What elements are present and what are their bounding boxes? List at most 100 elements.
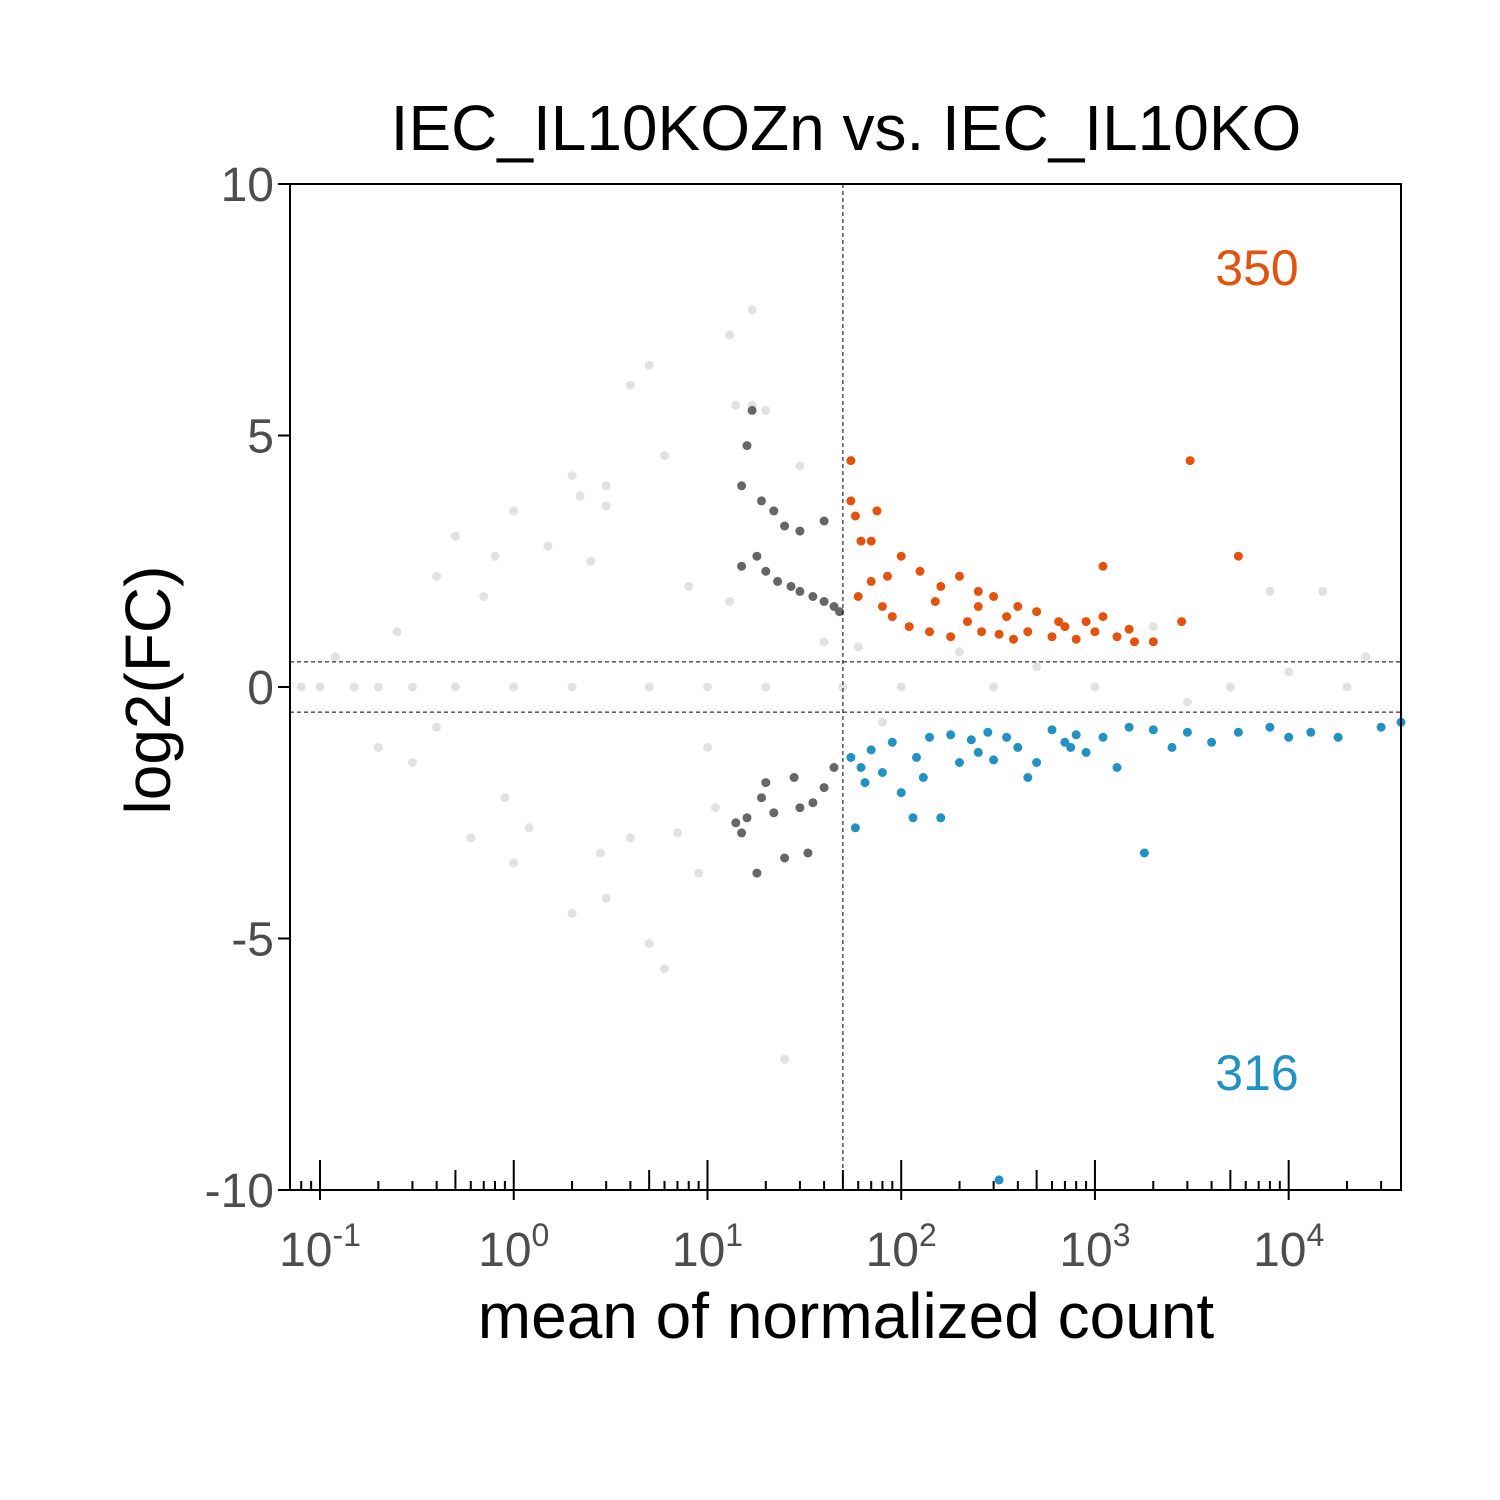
point-not-significant-39 bbox=[586, 556, 596, 566]
point-low-count-significant-3 bbox=[757, 496, 766, 506]
point-not-significant-25 bbox=[543, 541, 553, 551]
x-tick-label-3: 102 bbox=[866, 1217, 937, 1277]
point-up-17 bbox=[1112, 632, 1122, 642]
point-low-count-significant-18 bbox=[742, 813, 752, 823]
point-not-significant-46 bbox=[601, 501, 611, 511]
point-not-significant-14 bbox=[1090, 682, 1100, 692]
point-up-12 bbox=[1013, 602, 1023, 611]
point-up-30 bbox=[963, 617, 972, 627]
point-not-significant-17 bbox=[725, 330, 735, 340]
point-low-count-significant-29 bbox=[761, 778, 771, 788]
point-low-count-significant-14 bbox=[808, 592, 818, 601]
point-not-significant-40 bbox=[684, 581, 694, 591]
point-down-6 bbox=[908, 813, 918, 823]
point-not-significant-24 bbox=[450, 531, 460, 541]
point-not-significant-8 bbox=[644, 682, 654, 692]
point-not-significant-20 bbox=[625, 380, 635, 390]
point-low-count-significant-5 bbox=[780, 521, 790, 531]
point-up-13 bbox=[1032, 607, 1042, 617]
point-not-significant-49 bbox=[490, 551, 500, 561]
point-low-count-significant-30 bbox=[795, 803, 805, 813]
point-low-count-significant-20 bbox=[769, 808, 779, 818]
point-up-4 bbox=[866, 536, 876, 546]
point-up-6 bbox=[896, 551, 906, 561]
point-not-significant-50 bbox=[524, 823, 534, 833]
point-not-significant-62 bbox=[1148, 622, 1158, 632]
x-axis-label: mean of normalized count bbox=[478, 1280, 1215, 1352]
y-tick-label-4: -10 bbox=[205, 1165, 274, 1218]
point-not-significant-26 bbox=[567, 908, 577, 918]
point-not-significant-61 bbox=[1361, 652, 1371, 662]
point-not-significant-35 bbox=[761, 405, 771, 415]
point-up-21 bbox=[1185, 456, 1195, 466]
point-up-39 bbox=[883, 571, 892, 581]
point-down-43 bbox=[1066, 742, 1076, 752]
point-not-significant-41 bbox=[407, 758, 417, 767]
point-down-9 bbox=[955, 758, 964, 767]
point-up-16 bbox=[1098, 612, 1108, 622]
point-not-significant-66 bbox=[1182, 697, 1192, 707]
point-not-significant-30 bbox=[644, 939, 654, 948]
point-not-significant-15 bbox=[1225, 682, 1235, 692]
point-up-33 bbox=[1009, 634, 1018, 644]
point-up-24 bbox=[853, 592, 863, 601]
point-not-significant-38 bbox=[479, 592, 489, 601]
x-tick-label-2: 101 bbox=[672, 1217, 743, 1277]
point-not-significant-69 bbox=[819, 637, 829, 647]
point-not-significant-16 bbox=[1342, 682, 1352, 692]
point-up-40 bbox=[930, 597, 940, 606]
count-up-label: 350 bbox=[1215, 240, 1298, 296]
point-up-2 bbox=[850, 511, 860, 521]
point-not-significant-23 bbox=[509, 506, 519, 516]
point-up-43 bbox=[1124, 624, 1134, 634]
point-down-20 bbox=[1167, 742, 1177, 752]
point-not-significant-27 bbox=[601, 893, 611, 903]
point-down-0 bbox=[846, 752, 856, 762]
x-tick-label-5: 104 bbox=[1253, 1217, 1324, 1277]
point-not-significant-52 bbox=[673, 828, 682, 838]
point-up-25 bbox=[877, 602, 887, 611]
point-not-significant-59 bbox=[1265, 586, 1275, 596]
point-up-37 bbox=[1090, 627, 1100, 637]
point-not-significant-54 bbox=[725, 597, 735, 606]
point-up-26 bbox=[887, 612, 897, 622]
point-not-significant-5 bbox=[450, 682, 460, 692]
point-down-15 bbox=[1060, 737, 1070, 747]
point-down-33 bbox=[946, 730, 956, 740]
x-axis: 10-1 100 101 102 103 104 bbox=[279, 1160, 1383, 1277]
point-down-36 bbox=[1002, 732, 1012, 742]
point-low-count-significant-6 bbox=[795, 526, 805, 536]
point-not-significant-56 bbox=[373, 742, 383, 752]
point-not-significant-0 bbox=[296, 682, 306, 692]
point-not-significant-19 bbox=[644, 360, 654, 370]
point-low-count-significant-21 bbox=[780, 853, 790, 863]
point-up-29 bbox=[946, 632, 956, 642]
point-down-28 bbox=[1376, 722, 1386, 732]
point-down-7 bbox=[918, 773, 928, 782]
point-up-5 bbox=[872, 506, 882, 516]
point-not-significant-21 bbox=[567, 471, 577, 481]
point-low-count-significant-17 bbox=[835, 607, 844, 617]
point-not-significant-28 bbox=[509, 858, 519, 868]
point-low-count-significant-9 bbox=[752, 551, 762, 561]
point-low-count-significant-27 bbox=[789, 773, 799, 782]
point-not-significant-43 bbox=[625, 833, 635, 843]
point-not-significant-65 bbox=[1032, 662, 1042, 672]
point-down-16 bbox=[1081, 747, 1091, 757]
point-down-1 bbox=[850, 823, 860, 833]
point-not-significant-68 bbox=[877, 717, 887, 727]
point-not-significant-63 bbox=[853, 642, 863, 652]
point-up-20 bbox=[1177, 617, 1187, 627]
point-up-36 bbox=[1071, 634, 1081, 644]
point-down-2 bbox=[856, 763, 866, 772]
point-down-13 bbox=[1023, 773, 1033, 782]
point-down-38 bbox=[1071, 730, 1081, 740]
point-low-count-significant-0 bbox=[747, 405, 757, 415]
point-not-significant-29 bbox=[466, 833, 476, 843]
point-low-count-significant-13 bbox=[795, 586, 805, 596]
point-up-31 bbox=[977, 627, 987, 637]
point-not-significant-60 bbox=[1318, 586, 1328, 596]
point-down-18 bbox=[1112, 763, 1122, 772]
point-low-count-significant-22 bbox=[752, 868, 762, 878]
point-not-significant-22 bbox=[601, 481, 611, 491]
